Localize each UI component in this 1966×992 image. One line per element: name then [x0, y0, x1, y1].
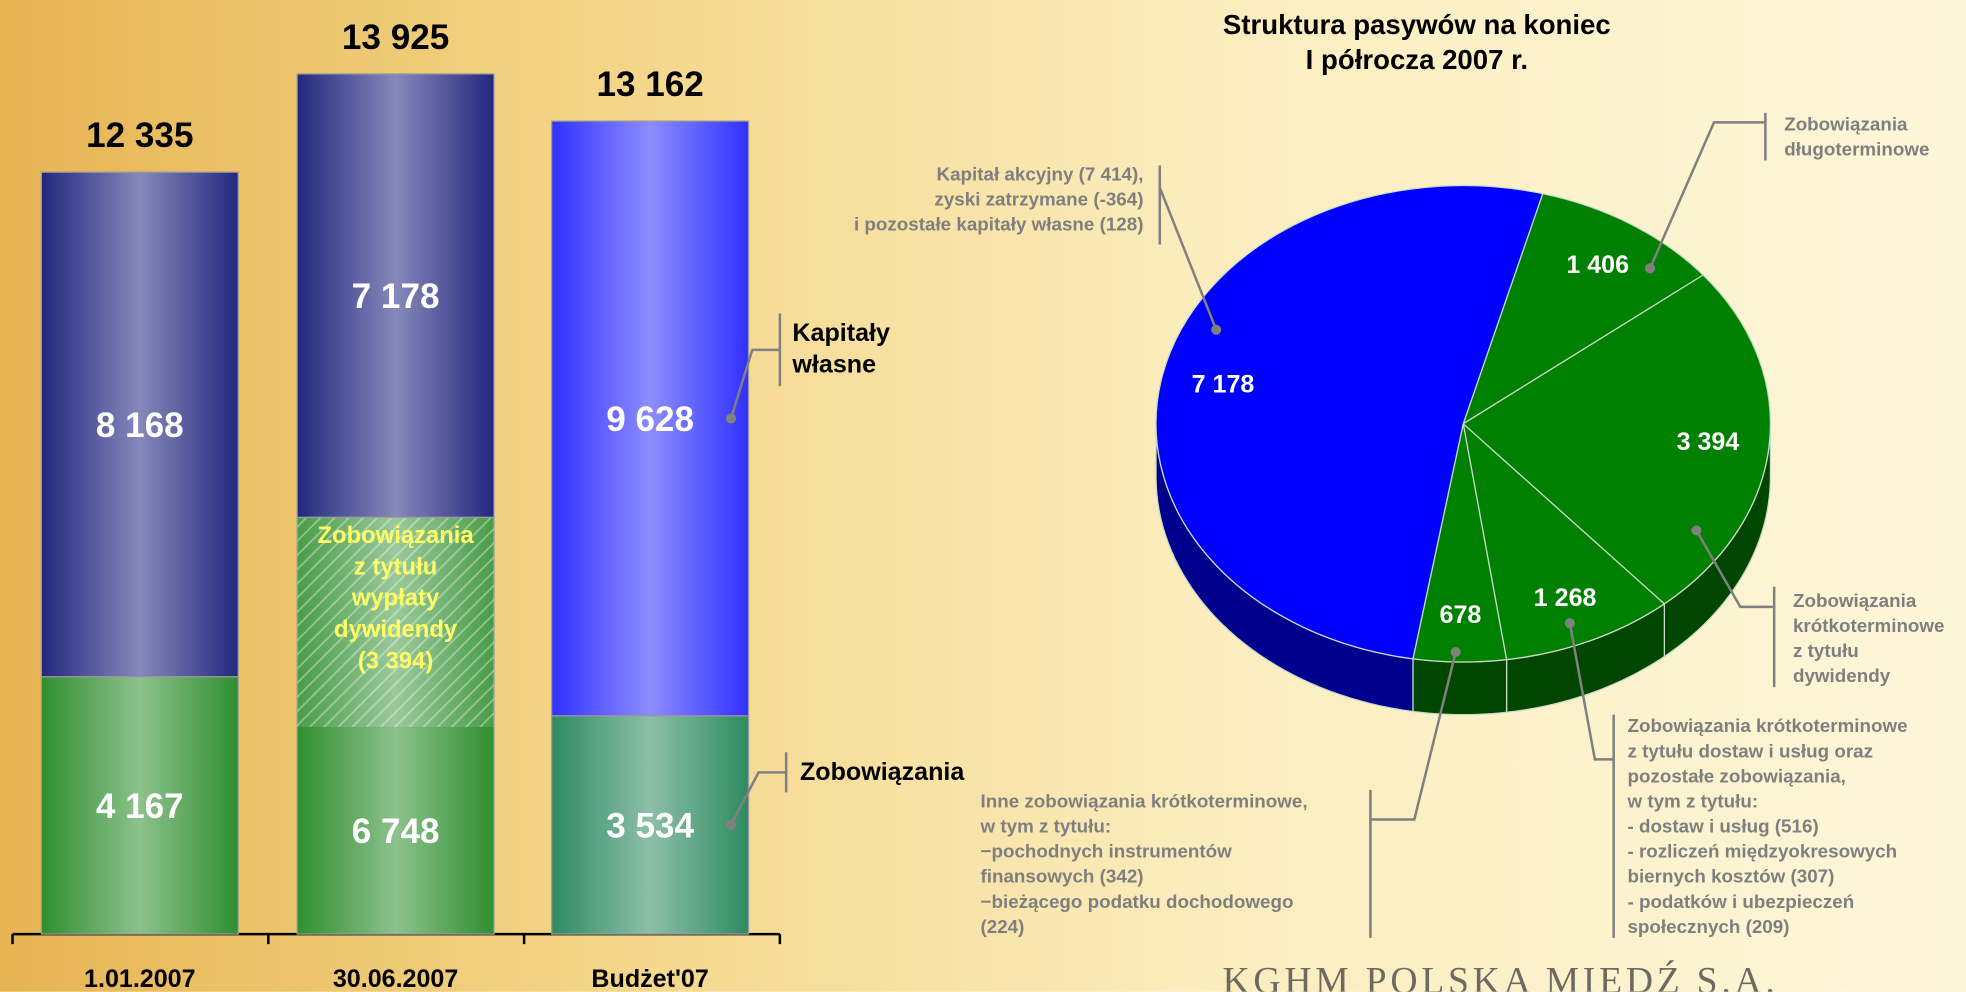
callout-label: Zobowiązania krótkoterminowe z tytułu do… — [1627, 715, 1908, 938]
x-tick-label: Budżet'07 — [591, 965, 708, 992]
bar-value-label: 3 534 — [606, 806, 694, 845]
pie-value-label: 7 178 — [1192, 370, 1255, 398]
legend-leader — [729, 348, 780, 419]
callout-leader — [1158, 187, 1218, 331]
bar-value-label: 7 178 — [352, 277, 440, 316]
bar-value-label: 9 628 — [606, 400, 694, 439]
callout-dot — [1564, 618, 1575, 629]
callout-dot — [1645, 263, 1656, 274]
dividend-segment — [297, 517, 495, 727]
dividend-value: (3 394) — [357, 647, 434, 675]
bar-segment — [296, 73, 495, 518]
bar-value-label: 8 168 — [96, 406, 184, 445]
pie-value-label: 678 — [1440, 601, 1482, 629]
bar-segment — [551, 120, 750, 717]
pie-value-label: 1 406 — [1566, 251, 1629, 279]
dividend-label: Zobowiązania z tytułu wypłaty dywidendy — [317, 522, 474, 643]
legend-dot — [725, 819, 736, 830]
pie-slice-side — [1412, 658, 1508, 716]
bar-segment — [40, 676, 239, 935]
legend-leader — [729, 771, 787, 826]
callout-leader — [1370, 651, 1457, 821]
callout-leader — [1648, 121, 1766, 269]
bar-value-label: 6 748 — [352, 812, 440, 851]
bar-total-label: 13 925 — [342, 18, 449, 57]
pie-slice — [1462, 422, 1666, 661]
callout-label: Inne zobowiązania krótkoterminowe, w tym… — [980, 791, 1308, 938]
callout-dot — [1691, 525, 1702, 536]
callout-label: Kapitał akcyjny (7 414), zyski zatrzyman… — [853, 164, 1144, 236]
x-tick-label: 1.01.2007 — [84, 965, 196, 992]
bar-total-label: 12 335 — [86, 116, 193, 155]
pie-slice — [1155, 184, 1544, 660]
legend-label: Kapitały własne — [792, 319, 890, 379]
pie-slice — [1462, 274, 1771, 605]
x-tick-label: 30.06.2007 — [333, 965, 458, 992]
bar-value-label: 4 167 — [96, 787, 184, 826]
bar-segment — [40, 171, 239, 678]
callout-leader — [1568, 622, 1614, 761]
callout-label: Zobowiązania długoterminowe — [1784, 114, 1930, 161]
callout-dot — [1450, 646, 1461, 658]
pie-value-label: 3 394 — [1677, 428, 1740, 456]
bar-segment — [551, 715, 750, 935]
legend-dot — [725, 413, 736, 424]
bar-total-label: 13 162 — [596, 65, 703, 104]
callout-dot — [1211, 324, 1222, 335]
legend-label: Zobowiązania — [799, 758, 965, 787]
pie-value-label: 1 268 — [1534, 584, 1597, 612]
pie-title: Struktura pasywów na koniec I półrocza 2… — [1222, 8, 1611, 76]
callout-leader — [1695, 529, 1775, 609]
logo: KGHM POLSKA MIEDŹ S.A. — [1222, 960, 1779, 992]
callout-label: Zobowiązania krótkoterminowe z tytułu dy… — [1792, 590, 1945, 688]
